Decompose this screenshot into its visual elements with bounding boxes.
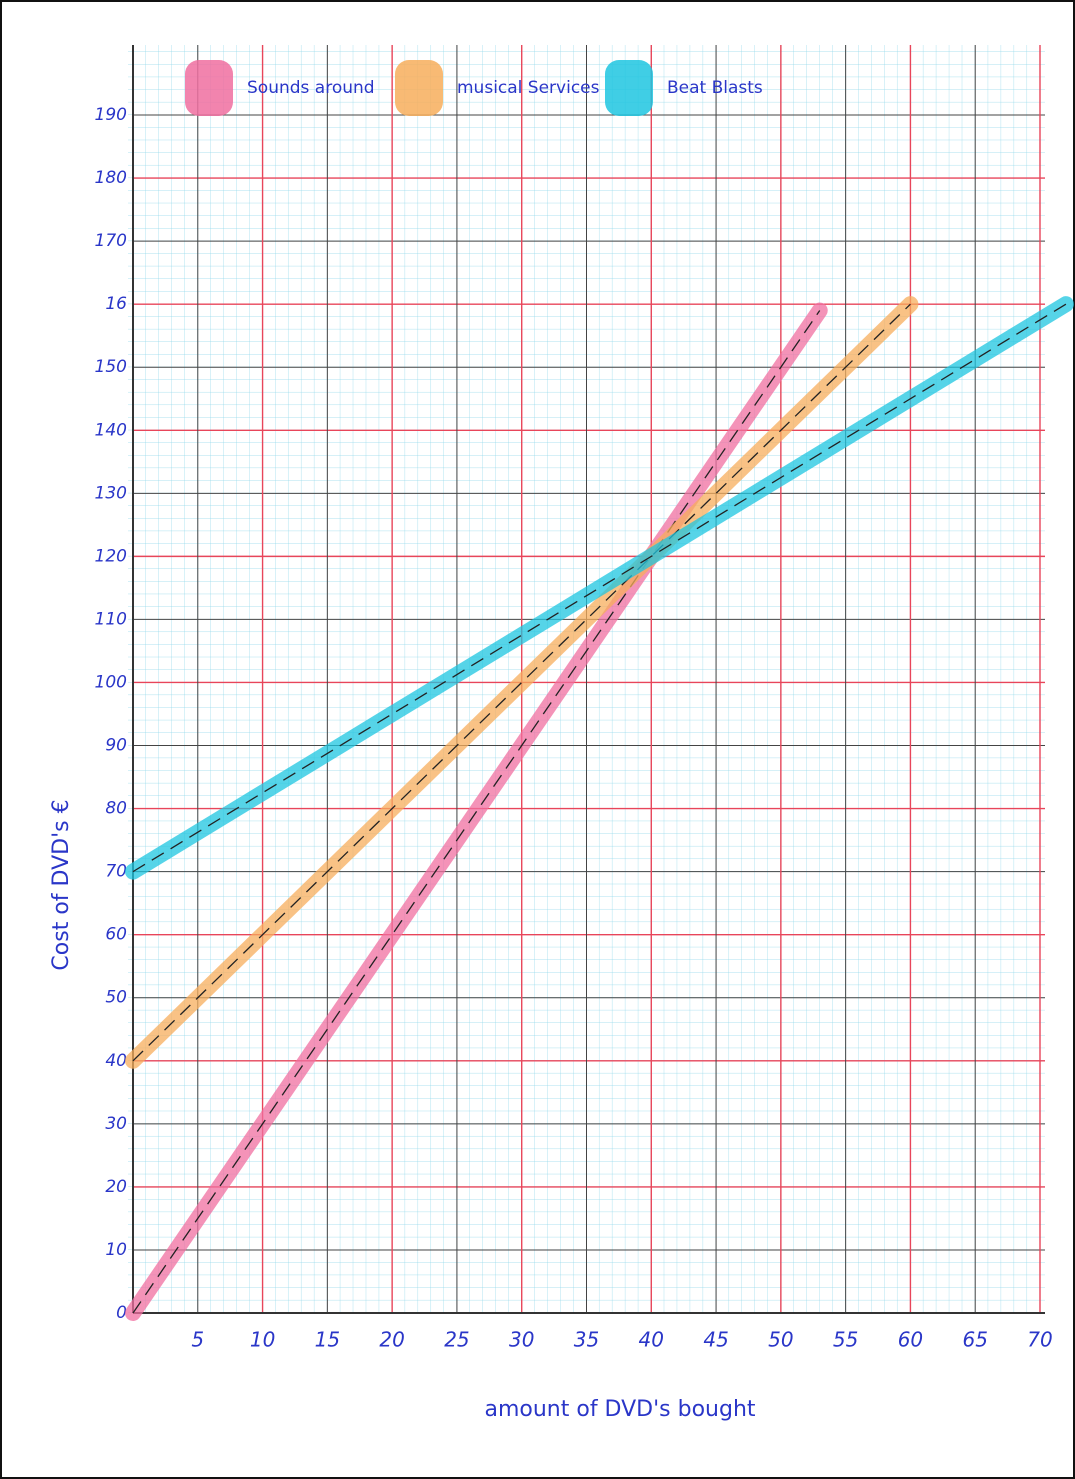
chart: Cost of DVD's € amount of DVD's bought 0… — [0, 0, 1075, 1479]
x-tick-label: 15 — [315, 1328, 340, 1352]
x-tick-label: 30 — [509, 1328, 534, 1352]
y-tick-label: 180 — [95, 168, 127, 188]
legend-label: Beat Blasts — [667, 78, 763, 98]
y-tick-label: 10 — [105, 1240, 127, 1260]
y-tick-label: 120 — [95, 546, 127, 566]
legend-label: musical Services — [457, 78, 600, 98]
y-tick-label: 190 — [95, 105, 127, 125]
y-tick-label: 70 — [105, 862, 127, 882]
x-tick-label: 25 — [444, 1328, 469, 1352]
x-tick-label: 35 — [574, 1328, 599, 1352]
page: Cost of DVD's € amount of DVD's bought 0… — [0, 0, 1075, 1479]
x-tick-label: 70 — [1027, 1328, 1052, 1352]
legend-label: Sounds around — [247, 78, 375, 98]
x-tick-label: 20 — [379, 1328, 404, 1352]
x-tick-label: 40 — [639, 1328, 664, 1352]
y-tick-label: 60 — [105, 925, 127, 945]
y-tick-label: 110 — [95, 609, 127, 629]
y-tick-label: 90 — [105, 736, 127, 756]
y-tick-label: 130 — [95, 483, 127, 503]
legend-swatch — [605, 60, 653, 116]
y-tick-label: 80 — [105, 799, 127, 819]
y-tick-label: 170 — [95, 231, 127, 251]
y-tick-label: 40 — [105, 1051, 127, 1071]
y-tick-label: 100 — [95, 672, 127, 692]
x-tick-label: 50 — [768, 1328, 793, 1352]
legend-swatch — [395, 60, 443, 116]
x-axis-title: amount of DVD's bought — [484, 1397, 755, 1422]
y-axis-title: Cost of DVD's € — [49, 799, 74, 970]
y-tick-label: 16 — [105, 294, 127, 314]
x-tick-label: 60 — [898, 1328, 923, 1352]
x-tick-label: 45 — [703, 1328, 728, 1352]
y-tick-label: 140 — [95, 420, 127, 440]
x-tick-label: 55 — [833, 1328, 858, 1352]
x-tick-label: 65 — [962, 1328, 987, 1352]
legend-swatch — [185, 60, 233, 116]
x-tick-label: 10 — [250, 1328, 275, 1352]
x-tick-label: 5 — [191, 1328, 204, 1352]
y-tick-label: 150 — [95, 357, 127, 377]
y-tick-label: 20 — [105, 1177, 127, 1197]
y-tick-label: 50 — [105, 988, 127, 1008]
y-tick-label: 30 — [105, 1114, 127, 1134]
